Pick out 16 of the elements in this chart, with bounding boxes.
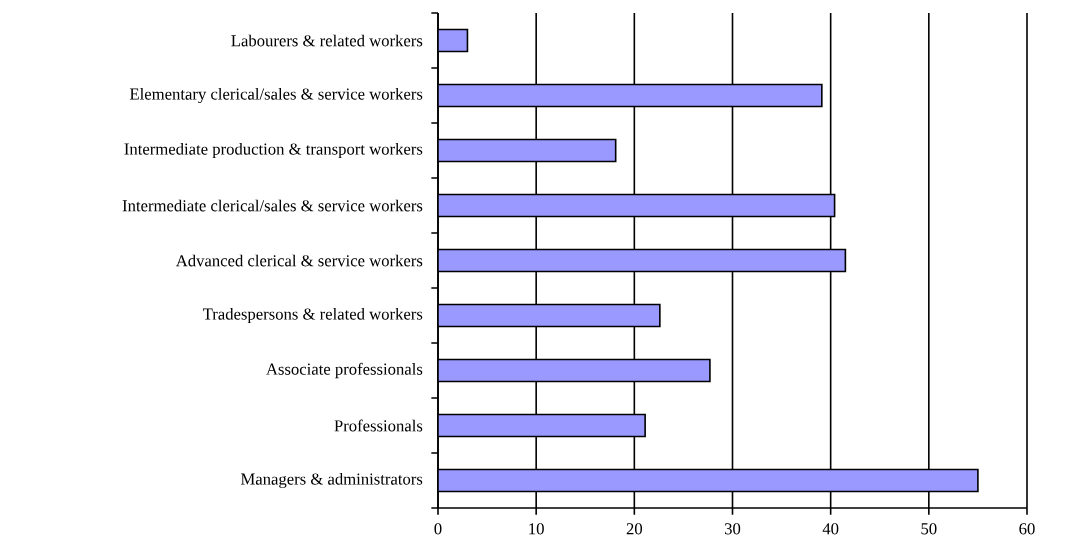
y-tick-label: Advanced clerical & service workers <box>175 254 423 267</box>
y-tick-label: Tradespersons & related workers <box>202 307 423 324</box>
x-tick-label: 50 <box>921 523 937 535</box>
x-tick-label: 40 <box>822 523 839 535</box>
y-tick-label: Labourers & related workers <box>231 34 423 47</box>
y-tick-label: Associate professionals <box>266 362 423 379</box>
x-tick-label: 20 <box>626 523 643 535</box>
x-tick-label: 10 <box>529 523 544 535</box>
x-tick-label: 0 <box>434 523 442 535</box>
y-tick-label: Managers & administrators <box>240 472 423 489</box>
x-tick-label: 30 <box>724 523 741 535</box>
y-tick-label: Intermediate production & transport workers <box>124 142 423 159</box>
x-tick-label: 60 <box>1019 523 1035 535</box>
y-tick-label: Elementary clerical/sales & service workers <box>129 87 423 104</box>
y-tick-label: Intermediate clerical/sales & service workers <box>122 199 423 212</box>
y-tick-label: Professionals <box>334 419 423 432</box>
